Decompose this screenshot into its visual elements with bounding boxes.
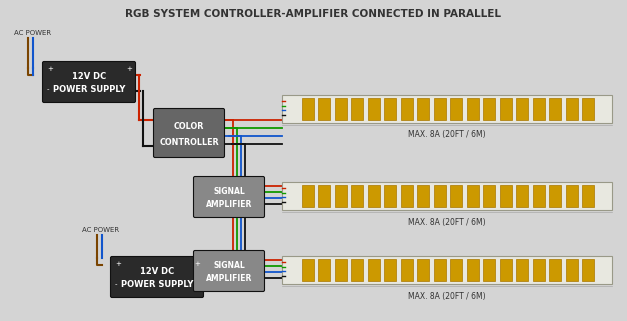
Bar bbox=[351, 98, 363, 120]
Text: RGB SYSTEM CONTROLLER-AMPLIFIER CONNECTED IN PARALLEL: RGB SYSTEM CONTROLLER-AMPLIFIER CONNECTE… bbox=[125, 9, 501, 19]
Bar bbox=[319, 185, 330, 207]
FancyBboxPatch shape bbox=[43, 62, 135, 102]
Bar bbox=[500, 185, 512, 207]
Bar bbox=[516, 98, 528, 120]
Text: SIGNAL: SIGNAL bbox=[213, 261, 245, 270]
Text: CONTROLLER: CONTROLLER bbox=[159, 138, 219, 147]
FancyBboxPatch shape bbox=[110, 256, 204, 298]
Bar bbox=[500, 259, 512, 281]
Bar bbox=[384, 259, 396, 281]
Bar bbox=[401, 98, 413, 120]
Text: +: + bbox=[115, 261, 121, 267]
Bar bbox=[582, 185, 594, 207]
Bar bbox=[483, 259, 495, 281]
Bar bbox=[533, 259, 545, 281]
Bar bbox=[566, 259, 577, 281]
Bar bbox=[384, 185, 396, 207]
Text: SIGNAL: SIGNAL bbox=[213, 187, 245, 196]
Text: -: - bbox=[47, 86, 50, 92]
Bar bbox=[566, 98, 577, 120]
Bar bbox=[302, 185, 314, 207]
Bar bbox=[450, 98, 462, 120]
Text: COLOR: COLOR bbox=[174, 122, 204, 131]
Bar bbox=[418, 98, 429, 120]
Bar bbox=[319, 259, 330, 281]
Bar bbox=[335, 185, 347, 207]
Bar bbox=[533, 185, 545, 207]
Bar bbox=[319, 98, 330, 120]
Bar bbox=[434, 98, 446, 120]
Bar bbox=[566, 185, 577, 207]
Bar bbox=[450, 185, 462, 207]
Bar bbox=[401, 259, 413, 281]
Text: MAX. 8A (20FT / 6M): MAX. 8A (20FT / 6M) bbox=[408, 291, 486, 300]
Text: POWER SUPPLY: POWER SUPPLY bbox=[121, 280, 193, 289]
Bar bbox=[582, 259, 594, 281]
Bar bbox=[282, 182, 612, 210]
Bar bbox=[302, 259, 314, 281]
Bar bbox=[335, 259, 347, 281]
Bar bbox=[516, 185, 528, 207]
Text: -: - bbox=[115, 281, 117, 287]
FancyBboxPatch shape bbox=[194, 177, 265, 218]
Bar bbox=[549, 185, 561, 207]
Text: AMPLIFIER: AMPLIFIER bbox=[206, 200, 252, 209]
Bar bbox=[483, 98, 495, 120]
Text: AC POWER: AC POWER bbox=[14, 30, 51, 36]
Bar bbox=[434, 259, 446, 281]
Bar bbox=[582, 98, 594, 120]
Bar bbox=[466, 185, 478, 207]
Bar bbox=[418, 259, 429, 281]
Bar bbox=[466, 98, 478, 120]
Bar bbox=[351, 259, 363, 281]
Bar bbox=[418, 185, 429, 207]
Bar bbox=[368, 259, 380, 281]
Text: 12V DC: 12V DC bbox=[72, 72, 106, 81]
Bar bbox=[335, 98, 347, 120]
Bar bbox=[368, 185, 380, 207]
Text: +: + bbox=[194, 261, 200, 267]
Text: +: + bbox=[126, 66, 132, 72]
Bar bbox=[384, 98, 396, 120]
Bar bbox=[368, 98, 380, 120]
Text: AC POWER: AC POWER bbox=[82, 227, 119, 233]
Bar bbox=[282, 256, 612, 284]
Bar bbox=[401, 185, 413, 207]
Text: POWER SUPPLY: POWER SUPPLY bbox=[53, 85, 125, 94]
Bar bbox=[434, 185, 446, 207]
Bar bbox=[533, 98, 545, 120]
Bar bbox=[549, 98, 561, 120]
Bar bbox=[466, 259, 478, 281]
Bar bbox=[282, 95, 612, 123]
Bar bbox=[516, 259, 528, 281]
Bar bbox=[549, 259, 561, 281]
Text: MAX. 8A (20FT / 6M): MAX. 8A (20FT / 6M) bbox=[408, 218, 486, 227]
Bar bbox=[500, 98, 512, 120]
Bar bbox=[302, 98, 314, 120]
FancyBboxPatch shape bbox=[154, 108, 224, 158]
Text: 12V DC: 12V DC bbox=[140, 267, 174, 276]
FancyBboxPatch shape bbox=[194, 250, 265, 291]
Text: +: + bbox=[47, 66, 53, 72]
Bar bbox=[483, 185, 495, 207]
Text: MAX. 8A (20FT / 6M): MAX. 8A (20FT / 6M) bbox=[408, 131, 486, 140]
Bar bbox=[351, 185, 363, 207]
Text: AMPLIFIER: AMPLIFIER bbox=[206, 274, 252, 283]
Bar bbox=[450, 259, 462, 281]
